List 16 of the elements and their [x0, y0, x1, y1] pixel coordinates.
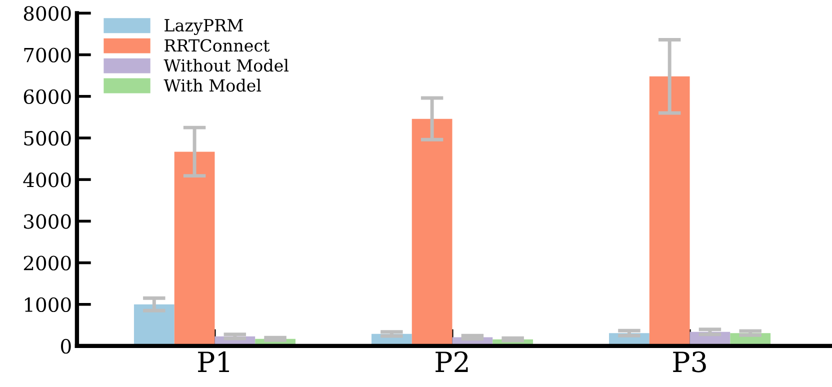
- y-tick-label: 2000: [24, 256, 71, 270]
- y-tick-label: 3000: [24, 214, 71, 229]
- y-tick-label: 6000: [24, 89, 71, 104]
- legend-label: With Model: [164, 78, 262, 92]
- y-tick-label: 1000: [24, 297, 71, 312]
- x-tick-label: P3: [673, 351, 706, 372]
- legend-label: RRTConnect: [164, 39, 270, 52]
- legend-label: LazyPRM: [164, 19, 243, 36]
- x-tick-label: P1: [198, 351, 229, 372]
- y-tick-label: 7000: [24, 48, 71, 62]
- legend-label: Without Model: [164, 58, 289, 72]
- y-tick-label: 5000: [24, 130, 71, 146]
- x-tick-label: P2: [436, 351, 468, 372]
- y-tick-label: 0: [61, 338, 71, 354]
- y-tick-label: 4000: [23, 172, 71, 188]
- y-tick-label: 8000: [24, 6, 71, 21]
